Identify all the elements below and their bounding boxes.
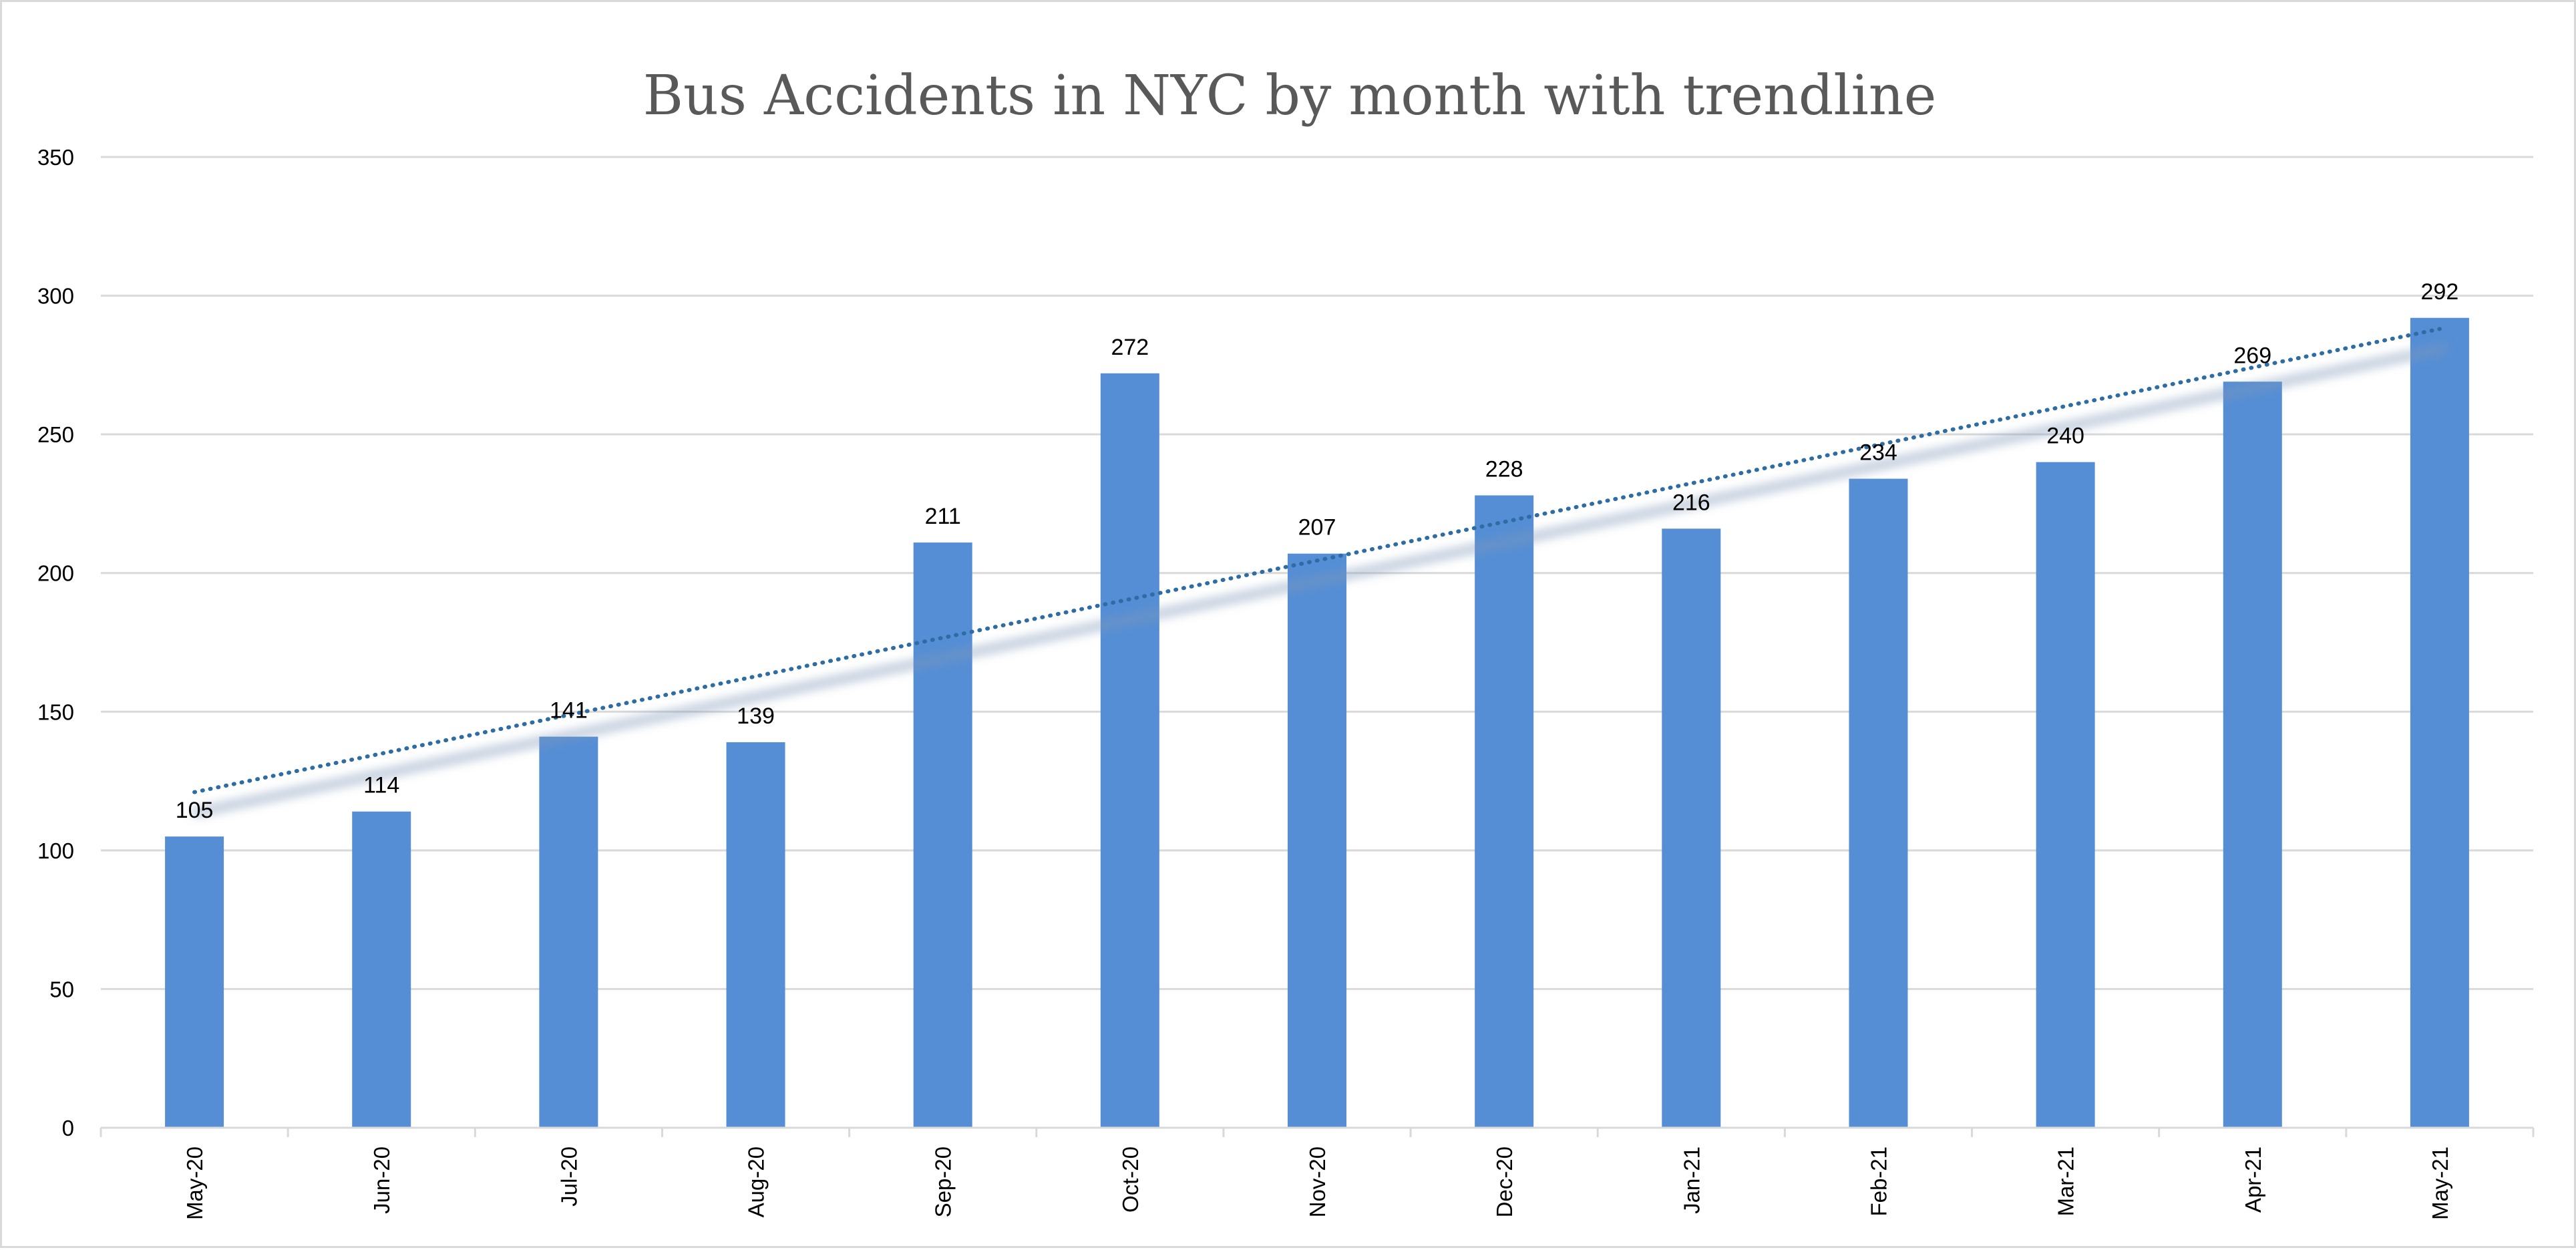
bar [165, 836, 224, 1128]
y-tick-label: 350 [37, 145, 74, 170]
x-tick-label: Mar-21 [2054, 1146, 2078, 1217]
bars [165, 317, 2469, 1128]
bar [1100, 373, 1159, 1128]
x-tick-label: Sep-20 [931, 1146, 956, 1217]
data-label: 228 [1485, 456, 1523, 482]
data-label: 269 [2233, 343, 2271, 368]
y-tick-label: 100 [37, 838, 74, 863]
x-tick-label: Feb-21 [1866, 1146, 1891, 1217]
y-tick-label: 200 [37, 561, 74, 586]
bar [352, 811, 411, 1128]
x-tick-label: Aug-20 [744, 1146, 769, 1217]
data-label: 211 [925, 504, 961, 529]
x-tick-label: Jun-20 [369, 1146, 394, 1214]
y-tick-label: 250 [37, 422, 74, 447]
data-label: 114 [363, 773, 399, 798]
data-label: 292 [2421, 279, 2459, 305]
y-tick-label: 50 [49, 977, 74, 1001]
data-label: 234 [1859, 440, 1897, 466]
x-axis-labels: May-20 Jun-20 Jul-20 Aug-20 Sep-20 Oct-20 Nov-… [182, 1146, 2452, 1220]
bar [913, 542, 972, 1128]
chart-title: Bus Accidents in NYC by month with trend… [643, 64, 1936, 128]
bar [2410, 317, 2469, 1128]
data-labels: 105 114 141 139 211 272 207 228 216 234 240 269 292 [176, 279, 2459, 823]
x-tick-label: May-21 [2428, 1146, 2452, 1220]
bar [539, 736, 598, 1128]
x-tick-label: May-20 [182, 1146, 207, 1220]
trendline [192, 327, 2442, 794]
x-tick-label: Dec-20 [1492, 1146, 1517, 1217]
bar [1662, 528, 1721, 1128]
y-tick-label: 0 [62, 1116, 74, 1140]
y-tick-label: 300 [37, 284, 74, 309]
bar [2223, 381, 2282, 1128]
trendline-shadow [192, 343, 2448, 818]
data-label: 105 [176, 798, 214, 823]
x-axis [100, 1126, 2535, 1137]
data-label: 216 [1672, 490, 1710, 515]
bar [1475, 495, 1534, 1128]
x-tick-label: Jan-21 [1679, 1146, 1704, 1214]
bar [1288, 553, 1346, 1128]
bar [1849, 478, 1908, 1128]
bar [2036, 462, 2095, 1128]
data-label: 139 [737, 704, 775, 729]
bar [726, 742, 785, 1128]
x-tick-label: Nov-20 [1305, 1146, 1330, 1217]
x-tick-label: Apr-21 [2241, 1146, 2265, 1213]
data-label: 272 [1111, 335, 1149, 360]
trendline-layer [192, 327, 2448, 818]
x-tick-label: Oct-20 [1118, 1146, 1143, 1213]
data-label: 207 [1298, 515, 1336, 540]
x-tick-label: Jul-20 [556, 1146, 581, 1207]
y-axis-labels: 0 50 100 150 200 250 300 350 [37, 145, 74, 1140]
data-label: 141 [550, 698, 588, 724]
data-label: 240 [2046, 424, 2084, 449]
y-tick-label: 150 [37, 699, 74, 724]
